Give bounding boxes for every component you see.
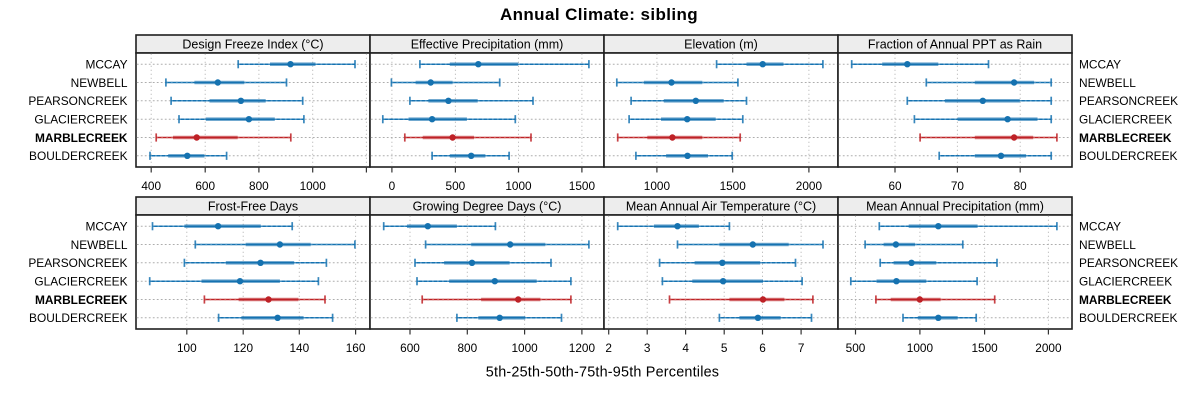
- svg-text:BOULDERCREEK: BOULDERCREEK: [1079, 149, 1178, 163]
- svg-text:PEARSONCREEK: PEARSONCREEK: [28, 256, 127, 270]
- svg-text:2: 2: [605, 341, 612, 355]
- svg-text:2000: 2000: [1035, 341, 1062, 355]
- svg-text:Effective Precipitation (mm): Effective Precipitation (mm): [411, 38, 564, 52]
- svg-text:GLACIERCREEK: GLACIERCREEK: [34, 275, 127, 289]
- svg-text:MCCAY: MCCAY: [85, 58, 127, 72]
- svg-text:4: 4: [682, 341, 689, 355]
- svg-text:Fraction of Annual PPT as Rain: Fraction of Annual PPT as Rain: [868, 38, 1042, 52]
- svg-text:1000: 1000: [300, 179, 327, 193]
- svg-text:5th-25th-50th-75th-95th Percen: 5th-25th-50th-75th-95th Percentiles: [486, 364, 719, 380]
- svg-text:6: 6: [759, 341, 766, 355]
- svg-text:Growing Degree Days (°C): Growing Degree Days (°C): [413, 200, 562, 214]
- svg-text:600: 600: [400, 341, 420, 355]
- svg-text:NEWBELL: NEWBELL: [1079, 238, 1136, 252]
- svg-text:2000: 2000: [796, 179, 823, 193]
- svg-text:7: 7: [798, 341, 805, 355]
- svg-text:500: 500: [846, 341, 866, 355]
- svg-text:800: 800: [457, 341, 477, 355]
- svg-text:400: 400: [141, 179, 161, 193]
- svg-text:Mean Annual Precipitation (mm): Mean Annual Precipitation (mm): [866, 200, 1044, 214]
- svg-text:1000: 1000: [907, 341, 934, 355]
- svg-text:NEWBELL: NEWBELL: [71, 76, 128, 90]
- svg-text:GLACIERCREEK: GLACIERCREEK: [34, 113, 127, 127]
- svg-text:1000: 1000: [511, 341, 538, 355]
- svg-text:BOULDERCREEK: BOULDERCREEK: [1079, 311, 1178, 325]
- svg-text:140: 140: [289, 341, 309, 355]
- svg-text:60: 60: [888, 179, 902, 193]
- svg-text:100: 100: [177, 341, 197, 355]
- svg-text:GLACIERCREEK: GLACIERCREEK: [1079, 113, 1172, 127]
- svg-text:500: 500: [446, 179, 466, 193]
- svg-text:160: 160: [346, 341, 366, 355]
- svg-text:PEARSONCREEK: PEARSONCREEK: [1079, 94, 1178, 108]
- svg-text:120: 120: [233, 341, 253, 355]
- svg-text:1000: 1000: [644, 179, 671, 193]
- svg-text:600: 600: [195, 179, 215, 193]
- svg-text:MARBLECREEK: MARBLECREEK: [35, 131, 128, 145]
- svg-text:800: 800: [249, 179, 269, 193]
- svg-text:0: 0: [389, 179, 396, 193]
- svg-text:PEARSONCREEK: PEARSONCREEK: [28, 94, 127, 108]
- svg-text:3: 3: [644, 341, 651, 355]
- svg-text:BOULDERCREEK: BOULDERCREEK: [29, 149, 128, 163]
- svg-text:MCCAY: MCCAY: [1079, 220, 1121, 234]
- svg-text:MCCAY: MCCAY: [1079, 58, 1121, 72]
- svg-text:Elevation (m): Elevation (m): [684, 38, 758, 52]
- svg-text:MARBLECREEK: MARBLECREEK: [1079, 293, 1172, 307]
- svg-text:Mean Annual Air Temperature (°: Mean Annual Air Temperature (°C): [626, 200, 816, 214]
- svg-text:5: 5: [721, 341, 728, 355]
- svg-text:70: 70: [951, 179, 965, 193]
- svg-text:1500: 1500: [569, 179, 596, 193]
- svg-text:Design Freeze Index (°C): Design Freeze Index (°C): [182, 38, 323, 52]
- svg-text:GLACIERCREEK: GLACIERCREEK: [1079, 275, 1172, 289]
- svg-text:1200: 1200: [569, 341, 596, 355]
- svg-text:1500: 1500: [720, 179, 747, 193]
- svg-text:Annual Climate: sibling: Annual Climate: sibling: [500, 5, 698, 24]
- svg-text:MARBLECREEK: MARBLECREEK: [1079, 131, 1172, 145]
- svg-text:MCCAY: MCCAY: [85, 220, 127, 234]
- svg-text:NEWBELL: NEWBELL: [1079, 76, 1136, 90]
- svg-text:Frost-Free Days: Frost-Free Days: [208, 200, 298, 214]
- svg-text:NEWBELL: NEWBELL: [71, 238, 128, 252]
- svg-text:BOULDERCREEK: BOULDERCREEK: [29, 311, 128, 325]
- svg-text:MARBLECREEK: MARBLECREEK: [35, 293, 128, 307]
- svg-text:1500: 1500: [971, 341, 998, 355]
- svg-text:PEARSONCREEK: PEARSONCREEK: [1079, 256, 1178, 270]
- svg-text:1000: 1000: [505, 179, 532, 193]
- svg-text:80: 80: [1014, 179, 1028, 193]
